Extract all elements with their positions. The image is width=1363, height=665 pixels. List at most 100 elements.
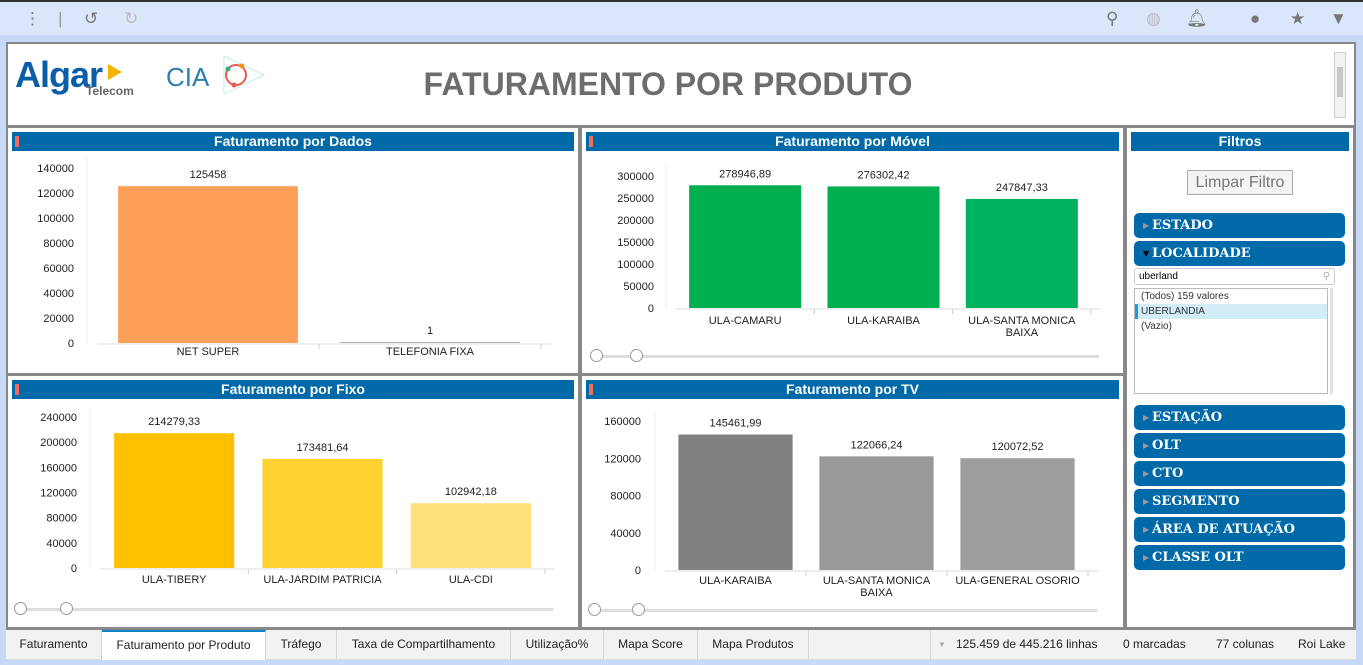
localidade-search-input[interactable]: uberland ⚲ xyxy=(1134,268,1335,285)
telecom-logo-text: Telecom xyxy=(86,84,134,98)
range-slider[interactable] xyxy=(14,602,553,615)
y-tick-label: 0 xyxy=(635,565,641,577)
panel-faturamento-fixo: Faturamento por Fixo 0 40000 80000 120000 16… xyxy=(8,376,578,627)
toolbar: ⋮ | ↺ ↻ ⚲ ◍ 🔔︎ ● ★ ▼ xyxy=(0,0,1363,35)
category-label: TELEFONIA FIXA xyxy=(386,346,475,358)
list-item[interactable]: UBERLANDIA xyxy=(1135,304,1327,319)
category-label: ULA-CDI xyxy=(449,574,493,586)
range-slider[interactable] xyxy=(588,603,1097,616)
status-columns: 77 colunas xyxy=(1216,637,1275,651)
y-tick-label: 300000 xyxy=(617,171,654,183)
bar xyxy=(965,198,1078,308)
bar-value-label: 276302,42 xyxy=(858,169,910,181)
tab-utilizacao[interactable]: Utilização% xyxy=(511,630,604,660)
panel-title: Faturamento por Dados xyxy=(12,132,574,151)
y-tick-label: 40000 xyxy=(43,288,74,300)
filter-olt[interactable]: ▶ OLT xyxy=(1134,433,1345,458)
category-label: ULA-GENERAL OSORIO xyxy=(955,575,1080,587)
bar-value-label: 1 xyxy=(427,325,433,337)
category-label: ULA-CAMARU xyxy=(709,315,782,327)
y-tick-label: 0 xyxy=(71,563,77,575)
y-tick-label: 160000 xyxy=(604,416,641,428)
panel-title: Faturamento por Fixo xyxy=(12,380,574,399)
category-label: ULA-SANTA MONICA xyxy=(968,315,1076,327)
y-tick-label: 100000 xyxy=(617,259,654,271)
bar xyxy=(114,433,235,568)
clear-filter-button[interactable]: Limpar Filtro xyxy=(1187,170,1293,195)
y-tick-label: 60000 xyxy=(43,263,74,275)
bar-value-label: 120072,52 xyxy=(992,441,1044,453)
category-label: BAIXA xyxy=(860,587,893,599)
status-user: Roi Lake xyxy=(1298,637,1346,651)
bar-value-label: 173481,64 xyxy=(297,442,349,454)
header-scrollbar[interactable] xyxy=(1334,52,1346,118)
bar-value-label: 102942,18 xyxy=(445,486,497,498)
chart-movel: 0 50000 100000 150000 200000 250000 300000 2789… xyxy=(617,166,1101,339)
tab-faturamento-por-produto[interactable]: Faturamento por Produto xyxy=(102,630,266,660)
category-label: ULA-KARAIBA xyxy=(847,315,920,327)
chart-tv: 0 40000 80000 120000 160000 145461,99 ULA-KARA… xyxy=(604,411,1098,599)
caret-down-icon: ▼ xyxy=(1143,248,1150,258)
filter-area-atuacao[interactable]: ▶ ÁREA DE ATUAÇÃO xyxy=(1134,517,1345,542)
more-vertical-icon[interactable]: ⋮ xyxy=(24,9,41,28)
y-tick-label: 200000 xyxy=(617,215,654,227)
bell-icon[interactable]: 🔔︎ xyxy=(1186,9,1208,28)
status-rows: 125.459 de 445.216 linhas xyxy=(956,637,1098,651)
tab-trafego[interactable]: Tráfego xyxy=(266,630,337,660)
bar-value-label: 125458 xyxy=(190,169,227,181)
category-label: ULA-SANTA MONICA xyxy=(823,575,931,587)
filter-classe-olt[interactable]: ▶ CLASSE OLT xyxy=(1134,545,1345,570)
filter-icon[interactable]: ▼ xyxy=(1330,9,1347,28)
bar xyxy=(678,434,793,570)
panel-faturamento-movel: Faturamento por Móvel 0 50000 100000 150000… xyxy=(582,128,1123,373)
range-slider[interactable] xyxy=(590,349,1099,362)
chart-fixo: 0 40000 80000 120000 160000 200000 240000 21427… xyxy=(40,407,555,586)
tab-taxa-compartilhamento[interactable]: Taxa de Compartilhamento xyxy=(337,630,511,660)
y-tick-label: 100000 xyxy=(37,213,74,225)
tab-mapa-score[interactable]: Mapa Score xyxy=(604,630,698,660)
filter-localidade[interactable]: ▼ LOCALIDADE xyxy=(1134,241,1345,266)
bar xyxy=(118,186,298,343)
y-tick-label: 0 xyxy=(68,338,74,350)
bar xyxy=(819,456,934,570)
caret-right-icon: ▶ xyxy=(1143,220,1150,230)
y-tick-label: 0 xyxy=(648,303,654,315)
y-tick-label: 140000 xyxy=(37,163,74,175)
y-tick-label: 20000 xyxy=(43,313,74,325)
cia-logo: CIA xyxy=(166,62,210,92)
bookmark-icon[interactable]: ★ xyxy=(1290,9,1306,28)
filter-estacao[interactable]: ▶ ESTAÇÃO xyxy=(1134,405,1345,430)
y-tick-label: 50000 xyxy=(623,281,654,293)
redo-icon[interactable]: ↻ xyxy=(124,9,139,28)
bar xyxy=(960,458,1075,570)
y-tick-label: 250000 xyxy=(617,193,654,205)
y-tick-label: 40000 xyxy=(610,528,641,540)
bar-value-label: 214279,33 xyxy=(148,416,200,428)
filter-estado[interactable]: ▶ ESTADO xyxy=(1134,213,1345,238)
status-dropdown-icon[interactable]: ▼ xyxy=(938,640,946,649)
y-tick-label: 80000 xyxy=(610,491,641,503)
filter-segmento[interactable]: ▶ SEGMENTO xyxy=(1134,489,1345,514)
list-scrollbar[interactable] xyxy=(1330,288,1333,394)
comment-icon[interactable]: ● xyxy=(1250,9,1261,28)
y-tick-label: 80000 xyxy=(43,238,74,250)
filter-cto[interactable]: ▶ CTO xyxy=(1134,461,1345,486)
panel-title: Faturamento por TV xyxy=(586,380,1119,399)
search-icon[interactable]: ⚲ xyxy=(1106,9,1119,28)
sheet-tabs: Faturamento Faturamento por Produto Tráf… xyxy=(6,630,1356,660)
algar-logo: Algar xyxy=(15,54,103,95)
status-marked: 0 marcadas xyxy=(1123,637,1186,651)
bar-value-label: 145461,99 xyxy=(710,418,762,430)
tab-faturamento[interactable]: Faturamento xyxy=(6,630,102,660)
bar xyxy=(689,185,802,308)
bar xyxy=(262,458,383,568)
list-item[interactable]: (Todos) 159 valores xyxy=(1141,291,1229,302)
globe-icon[interactable]: ◍ xyxy=(1146,9,1161,28)
cia-logo-icon xyxy=(223,55,266,95)
bar-value-label: 247847,33 xyxy=(996,182,1048,194)
panel-faturamento-dados: Faturamento por Dados 0 20000 40000 60000 80… xyxy=(8,128,578,373)
tab-mapa-produtos[interactable]: Mapa Produtos xyxy=(698,630,809,660)
undo-icon[interactable]: ↺ xyxy=(84,9,99,28)
filters-title: Filtros xyxy=(1131,132,1349,151)
list-item[interactable]: (Vazio) xyxy=(1141,321,1172,332)
